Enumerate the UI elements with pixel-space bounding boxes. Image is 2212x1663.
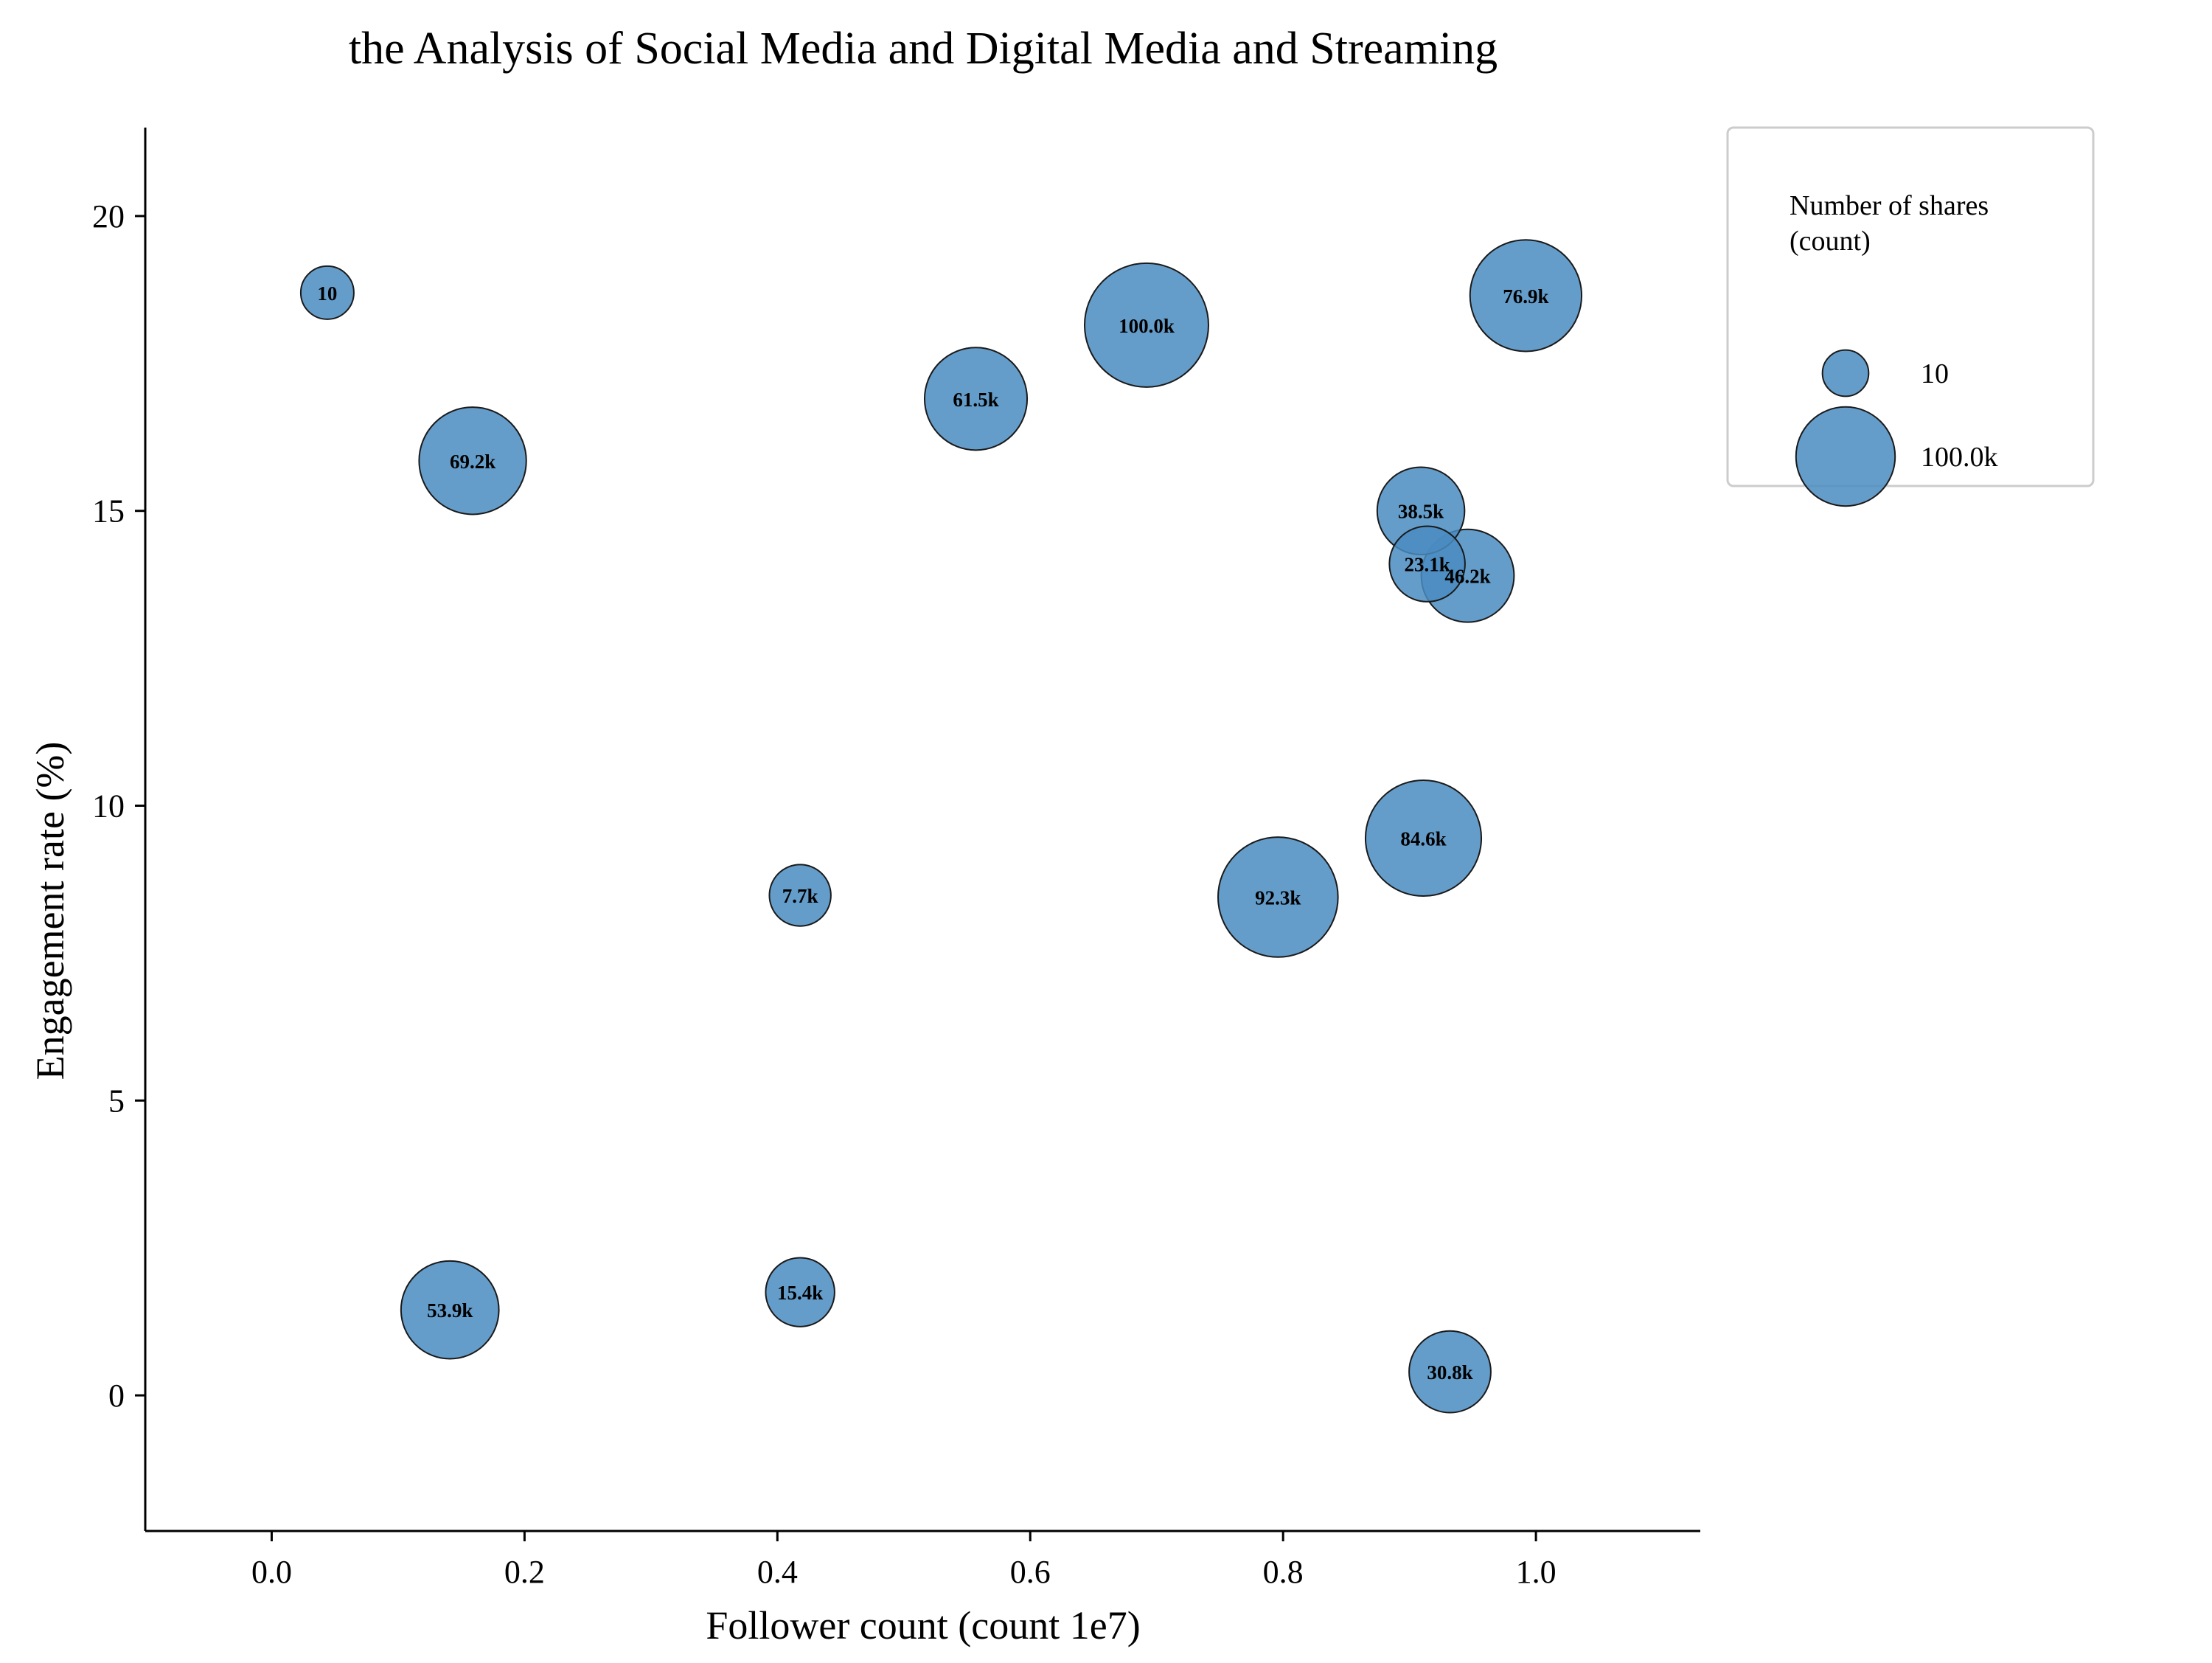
- bubble-data-label: 15.4k: [777, 1282, 823, 1304]
- legend-box: [1726, 126, 2095, 487]
- bubble-point: [418, 406, 527, 515]
- x-tick-label: 0.4: [757, 1554, 798, 1590]
- bubble-data-label: 53.9k: [427, 1299, 473, 1322]
- y-tick-label: 15: [92, 493, 125, 530]
- bubble-data-label: 7.7k: [782, 885, 818, 907]
- bubble-point: [765, 1257, 835, 1327]
- legend-marker: [1821, 349, 1870, 397]
- axes: 0.0 0.2 0.4 0.6 0.8 1.0 0 5 10 15 20: [92, 128, 1700, 1590]
- legend-entry-label: 10: [1921, 358, 1949, 389]
- y-axis-label: Engagement rate (%): [28, 742, 72, 1080]
- bubble-data-label: 46.2k: [1444, 566, 1490, 588]
- x-axis-label: Follower count (count 1e7): [706, 1603, 1140, 1648]
- y-tick-label: 0: [108, 1378, 125, 1414]
- bubble-point: [1469, 239, 1583, 353]
- bubble-point: [1408, 1330, 1492, 1414]
- bubble-point: [1217, 836, 1339, 958]
- bubble-data-label: 100.0k: [1119, 315, 1175, 337]
- x-tick-label: 0.8: [1263, 1554, 1304, 1590]
- y-tick-label: 5: [108, 1083, 125, 1119]
- legend-title: (count): [1790, 226, 1871, 257]
- x-tick-label: 0.2: [504, 1554, 545, 1590]
- bubble-point: [1388, 525, 1466, 603]
- x-tick-label: 1.0: [1516, 1554, 1557, 1590]
- chart-title: the Analysis of Social Media and Digital…: [349, 24, 1498, 74]
- bubble-point: [1083, 262, 1209, 388]
- legend-marker: [1795, 406, 1896, 507]
- bubble-data-label: 38.5k: [1398, 501, 1444, 523]
- bubble-data-label: 92.3k: [1255, 886, 1301, 909]
- bubble-data-label: 76.9k: [1503, 285, 1548, 308]
- x-tick-label: 0.6: [1010, 1554, 1051, 1590]
- bubble-point: [400, 1260, 500, 1360]
- bubble-data-label: 69.2k: [450, 451, 495, 473]
- bubble-data-label: 30.8k: [1427, 1361, 1472, 1383]
- bubble-data-label: 10: [317, 282, 337, 305]
- legend: Number of shares (count) 10 100.0k: [1726, 126, 2095, 507]
- bubble-point: [1364, 779, 1483, 898]
- bubble-point: [299, 265, 355, 320]
- y-tick-label: 20: [92, 198, 125, 235]
- bubble-point: [923, 347, 1029, 451]
- legend-title: Number of shares: [1790, 190, 1989, 221]
- bubble-data-label: 84.6k: [1400, 827, 1446, 850]
- y-tick-label: 10: [92, 788, 125, 824]
- bubble-data-label: 23.1k: [1404, 554, 1450, 576]
- bubble-point: [768, 864, 832, 927]
- legend-entry-label: 100.0k: [1921, 442, 1998, 473]
- bubble-data-label: 61.5k: [953, 389, 998, 411]
- x-tick-label: 0.0: [251, 1554, 292, 1590]
